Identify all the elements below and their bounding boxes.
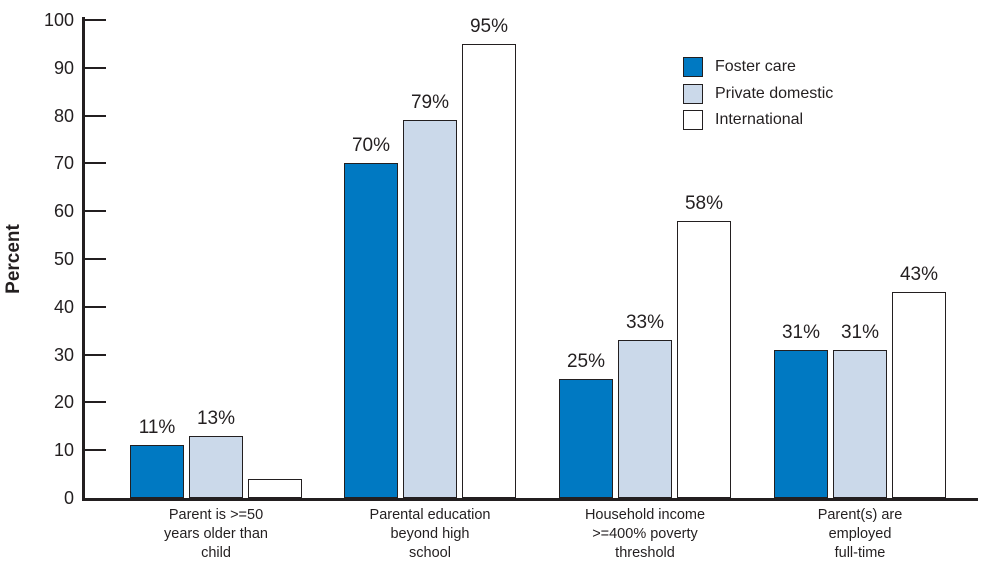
bar-value-label: 43% xyxy=(899,264,939,286)
category-label-line: child xyxy=(201,545,231,561)
legend-label: International xyxy=(715,111,804,128)
bar-international xyxy=(248,478,302,498)
y-tick-mark xyxy=(84,210,106,213)
category-label-line: years older than xyxy=(164,526,268,542)
y-tick-mark xyxy=(84,162,106,165)
category-label-line: threshold xyxy=(615,545,675,561)
y-tick-label: 20 xyxy=(53,392,74,413)
bar-value-label: 70% xyxy=(351,135,391,157)
bar-international xyxy=(892,292,946,498)
bar-foster-care xyxy=(774,349,828,498)
y-tick-mark xyxy=(84,114,106,117)
y-tick-mark xyxy=(84,353,106,356)
y-tick-label: 70 xyxy=(53,153,74,174)
bar-value-label: 79% xyxy=(410,92,450,114)
y-axis-title: Percent xyxy=(2,224,24,294)
category-label-line: Parental education xyxy=(369,507,491,523)
y-tick-mark xyxy=(84,66,106,69)
category-label: Household income >=400% poverty threshold xyxy=(545,506,745,563)
category-label: Parent(s) are employed full-time xyxy=(760,506,960,563)
bar-value-label: 95% xyxy=(469,15,509,37)
bar-foster-care xyxy=(344,163,398,498)
category-label-line: school xyxy=(409,545,451,561)
legend-label: Private domestic xyxy=(715,84,834,102)
y-tick-label: 80 xyxy=(53,105,74,126)
legend-label: Foster care xyxy=(715,58,796,75)
bar-private-domestic xyxy=(833,349,887,498)
category-label: Parent is >=50 years older than child xyxy=(116,506,316,563)
bar-value-label: 11% xyxy=(138,417,176,439)
y-tick-label: 40 xyxy=(53,296,74,317)
international-swatch xyxy=(683,110,703,130)
category-label-line: employed xyxy=(828,526,892,542)
y-tick-mark xyxy=(84,401,106,404)
foster-care-swatch xyxy=(683,57,703,77)
bar-foster-care xyxy=(559,378,613,498)
bar-international xyxy=(462,43,516,498)
category-label: Parental education beyond high school xyxy=(330,506,530,563)
private-domestic-swatch xyxy=(683,83,703,104)
y-tick-mark xyxy=(84,19,106,21)
legend-item-foster-care: Foster care xyxy=(683,57,833,77)
y-tick-label: 10 xyxy=(53,440,74,461)
bar-private-domestic xyxy=(189,435,243,498)
y-tick-label: 0 xyxy=(63,488,74,508)
y-tick-mark xyxy=(84,449,106,452)
bar-value-label: 25% xyxy=(566,350,606,372)
bar-value-label: 31% xyxy=(840,321,880,343)
category-label-line: Household income xyxy=(584,507,706,523)
bar-value-label: 33% xyxy=(625,312,665,334)
y-tick-label: 60 xyxy=(53,201,74,222)
category-label-line: full-time xyxy=(834,545,886,561)
bar-private-domestic xyxy=(403,120,457,498)
bar-value-label: 58% xyxy=(684,192,724,214)
y-tick-mark xyxy=(84,305,106,308)
bar-international xyxy=(677,220,731,498)
bar-value-label: 31% xyxy=(781,321,821,343)
y-tick-label: 90 xyxy=(53,57,74,78)
category-label-line: Parent is >=50 xyxy=(168,507,264,523)
bar-value-label: 13% xyxy=(196,407,236,429)
y-tick-label: 30 xyxy=(53,344,74,365)
bar-foster-care xyxy=(130,445,184,498)
chart-legend: Foster care Private domestic Internation… xyxy=(683,57,833,137)
y-tick-label: 50 xyxy=(53,249,74,269)
category-label-line: beyond high xyxy=(390,526,470,542)
legend-item-international: International xyxy=(683,110,833,130)
category-label-line: Parent(s) are xyxy=(817,507,903,523)
legend-item-private-domestic: Private domestic xyxy=(683,83,834,104)
y-tick-mark xyxy=(84,258,106,260)
bar-private-domestic xyxy=(618,340,672,498)
y-tick-label: 100 xyxy=(43,10,74,30)
category-label-line: >=400% poverty xyxy=(592,526,698,542)
x-axis xyxy=(82,498,978,501)
y-axis xyxy=(82,17,85,498)
